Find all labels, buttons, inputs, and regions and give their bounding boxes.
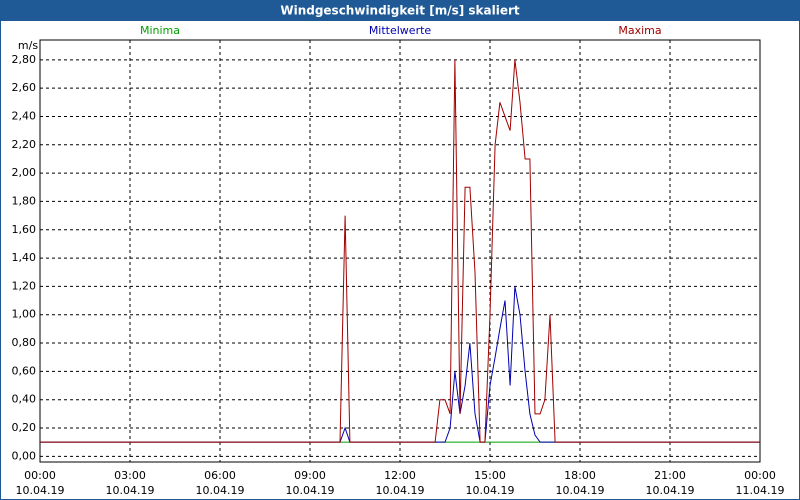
y-tick-label: 1,00	[12, 308, 37, 321]
x-tick-label: 06:00	[204, 469, 236, 482]
plot-frame	[39, 39, 761, 463]
title-bar	[0, 0, 800, 21]
x-tick-date: 10.04.19	[16, 484, 65, 497]
series-line	[40, 286, 760, 443]
x-tick-date: 10.04.19	[106, 484, 155, 497]
legend-label: Maxima	[618, 24, 661, 37]
x-tick-date: 10.04.19	[646, 484, 695, 497]
x-tick-label: 12:00	[384, 469, 416, 482]
chart-title: Windgeschwindigkeit [m/s] skaliert	[280, 4, 520, 18]
y-axis-label: m/s	[18, 39, 38, 52]
x-tick-date: 10.04.19	[286, 484, 335, 497]
x-tick-date: 11.04.19	[736, 484, 785, 497]
y-tick-label: 1,40	[12, 251, 37, 264]
x-tick-date: 10.04.19	[556, 484, 605, 497]
y-tick-label: 2,40	[12, 109, 37, 122]
y-tick-label: 0,40	[12, 393, 37, 406]
y-tick-label: 1,20	[12, 279, 37, 292]
y-tick-label: 2,80	[12, 53, 37, 66]
y-tick-label: 1,60	[12, 223, 37, 236]
y-tick-label: 0,80	[12, 336, 37, 349]
y-tick-label: 0,60	[12, 364, 37, 377]
legend-label: Mittelwerte	[369, 24, 432, 37]
x-tick-label: 09:00	[294, 469, 326, 482]
x-tick-label: 03:00	[114, 469, 146, 482]
x-tick-label: 21:00	[654, 469, 686, 482]
x-tick-label: 15:00	[474, 469, 506, 482]
x-tick-label: 00:00	[24, 469, 56, 482]
y-tick-label: 2,20	[12, 138, 37, 151]
series-line	[40, 59, 760, 443]
y-tick-label: 1,80	[12, 194, 37, 207]
y-tick-label: 0,00	[12, 449, 37, 462]
legend-label: Minima	[140, 24, 180, 37]
x-tick-date: 10.04.19	[376, 484, 425, 497]
x-tick-date: 10.04.19	[196, 484, 245, 497]
x-tick-label: 18:00	[564, 469, 596, 482]
y-tick-label: 2,00	[12, 166, 37, 179]
y-tick-label: 0,20	[12, 421, 37, 434]
x-tick-date: 10.04.19	[466, 484, 515, 497]
x-tick-label: 00:00	[744, 469, 776, 482]
y-tick-label: 2,60	[12, 81, 37, 94]
